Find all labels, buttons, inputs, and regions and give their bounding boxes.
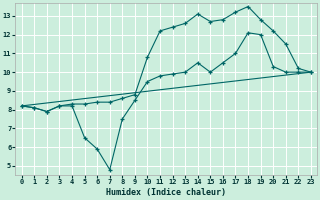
X-axis label: Humidex (Indice chaleur): Humidex (Indice chaleur) <box>106 188 226 197</box>
